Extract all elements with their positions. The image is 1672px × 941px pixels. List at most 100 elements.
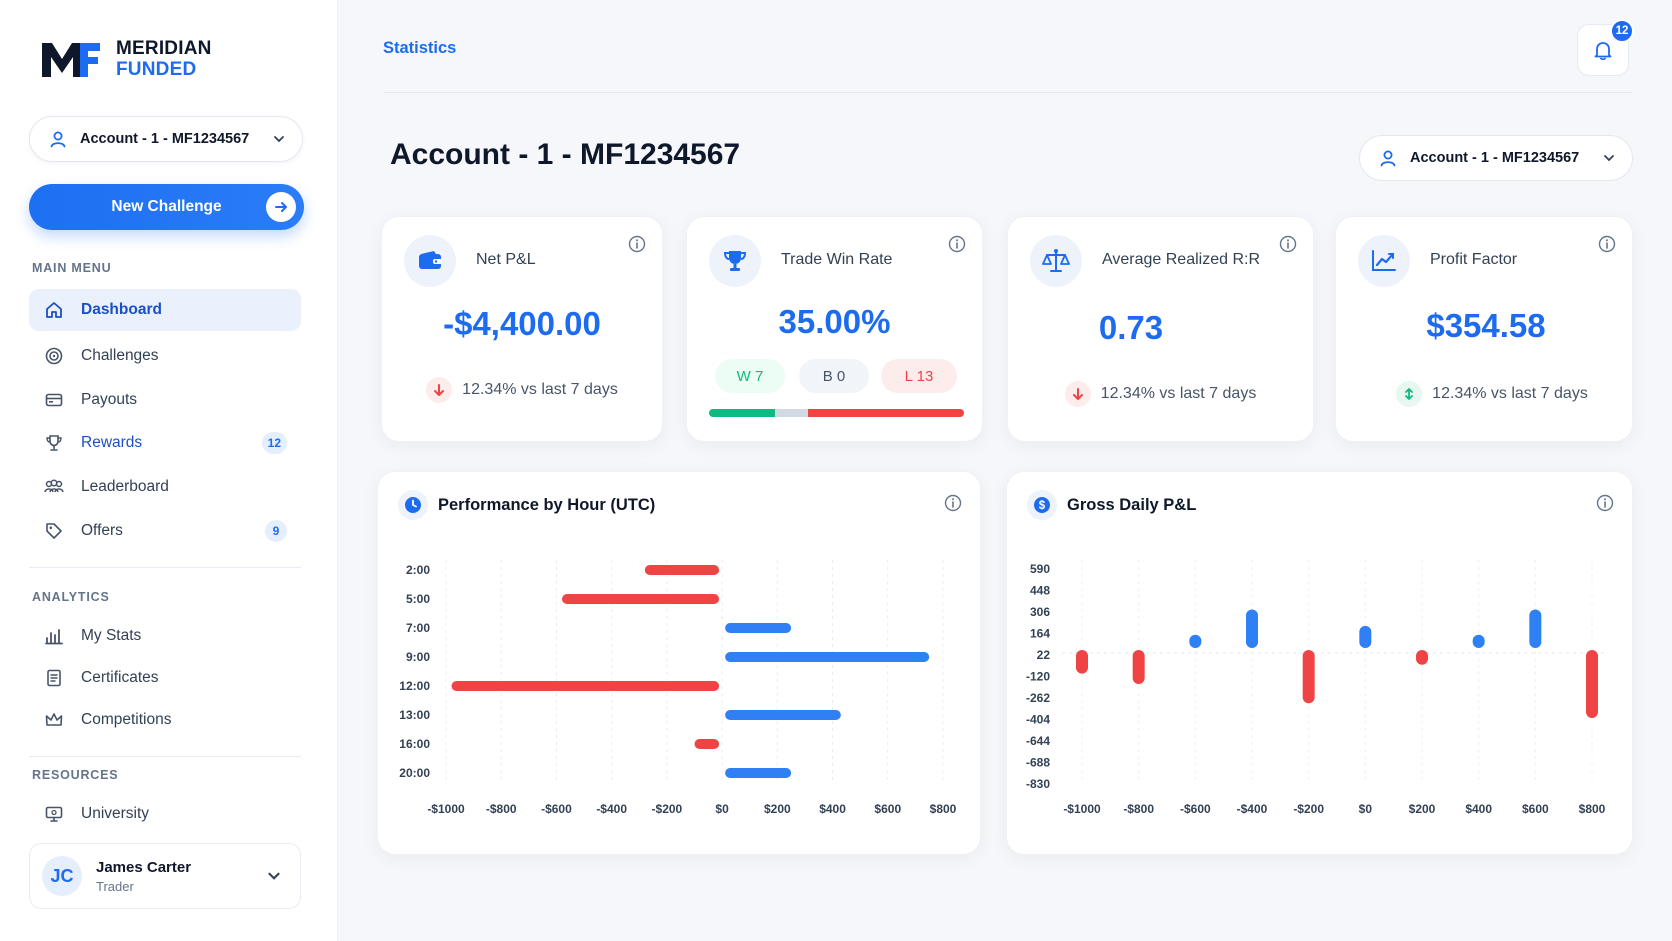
sidebar-item-competitions[interactable]: Competitions [29,699,301,741]
panel-gross-daily-pnl: $ Gross Daily P&L 590 448 306 164 22 -120 -262… [1006,471,1633,855]
daily-bar [1246,609,1258,648]
info-icon[interactable] [1598,235,1616,253]
account-selector-main[interactable]: Account - 1 - MF1234567 [1359,135,1633,181]
document-icon [43,667,65,689]
sidebar-item-label: Certificates [81,669,159,686]
wallet-icon [404,235,456,287]
rewards-count-badge: 12 [261,432,287,454]
x-tick-label: $0 [1359,802,1373,816]
x-tick-label: -$800 [1123,802,1154,816]
tag-icon [43,520,65,542]
win-segment [709,409,776,417]
info-icon[interactable] [1596,494,1614,512]
panel-performance-by-hour: Performance by Hour (UTC) -$1000 -$800 -$6… [377,471,981,855]
page-title: Account - 1 - MF1234567 [390,138,741,171]
daily-bar [1132,650,1145,685]
brand-logo[interactable]: MERIDIAN FUNDED [40,38,212,80]
y-category-label: 2:00 [406,563,430,577]
chevron-down-icon [268,872,280,880]
daily-bar [1302,650,1315,704]
clock-icon [398,490,428,520]
y-category-label: 13:00 [399,708,430,722]
loss-segment [808,409,964,417]
y-category-label: 9:00 [406,650,430,664]
sidebar-item-label: My Stats [81,627,142,644]
kpi-delta: 12.34% vs last 7 days [1008,381,1313,407]
kpi-card-net-pnl: Net P&L -$4,400.00 12.34% vs last 7 days [381,216,663,442]
users-icon [43,476,65,498]
y-tick-label: -120 [1026,670,1050,684]
sidebar-item-challenges[interactable]: Challenges [29,335,301,377]
offers-count-badge: 9 [265,520,287,542]
bar-chart-icon [43,625,65,647]
sidebar-divider [29,756,301,757]
new-challenge-button[interactable]: New Challenge [29,184,304,230]
sidebar-item-university[interactable]: University [29,793,301,835]
info-icon[interactable] [948,235,966,253]
breakeven-pill: B 0 [799,359,869,393]
trend-chart-icon [1358,235,1410,287]
kpi-delta-text: 12.34% vs last 7 days [462,381,618,398]
kpi-value: 35.00% [778,303,891,340]
sidebar-item-rewards[interactable]: Rewards 12 [29,422,301,464]
x-tick-label: $800 [1579,802,1606,816]
y-tick-label: -688 [1026,756,1050,770]
x-tick-label: -$1000 [1063,802,1101,816]
kpi-title: Profit Factor [1430,251,1518,268]
x-tick-label: -$200 [1293,802,1324,816]
trophy-icon [709,235,761,287]
sidebar-item-label: Dashboard [81,301,162,318]
y-tick-label: -830 [1026,777,1050,791]
y-category-label: 12:00 [399,679,430,693]
sidebar-item-certificates[interactable]: Certificates [29,657,301,699]
sidebar-item-offers[interactable]: Offers 9 [29,510,301,552]
arrow-down-icon [426,377,453,403]
x-tick-label: $400 [819,802,846,816]
bell-icon [1594,42,1612,61]
daily-bar [1076,650,1088,674]
info-icon[interactable] [628,235,646,253]
kpi-value: $354.58 [1426,307,1546,344]
chevron-down-icon [1604,155,1614,162]
user-name: James Carter [96,858,192,876]
y-tick-label: 448 [1030,584,1050,598]
scale-icon [1030,235,1082,287]
meridian-logo-icon [42,43,100,77]
chart-title: Performance by Hour (UTC) [438,496,656,514]
x-tick-label: -$400 [596,802,627,816]
kpi-delta-text: 12.34% vs last 7 days [1100,385,1257,402]
y-tick-label: 306 [1030,605,1050,619]
hour-bar [725,710,841,720]
sidebar-item-payouts[interactable]: Payouts [29,379,301,421]
chevron-down-icon [274,136,284,143]
target-icon [43,345,65,367]
home-icon [43,299,65,321]
wallet-icon [43,389,65,411]
x-tick-label: -$400 [1237,802,1268,816]
sidebar-item-my-stats[interactable]: My Stats [29,615,301,657]
kpi-delta-text: 12.34% vs last 7 days [1432,385,1588,402]
account-selector[interactable]: Account - 1 - MF1234567 [29,116,303,162]
info-icon[interactable] [1279,235,1297,253]
x-tick-label: -$800 [486,802,517,816]
notifications-button[interactable]: 12 [1577,19,1634,76]
daily-bar [1472,634,1485,648]
kpi-card-win-rate: Trade Win Rate 35.00% W 7 B 0 L 13 [686,216,983,442]
x-tick-label: $600 [1522,802,1549,816]
breadcrumb[interactable]: Statistics [383,39,457,57]
info-icon[interactable] [944,494,962,512]
user-profile-card[interactable]: JC James Carter Trader [29,843,301,909]
y-category-label: 7:00 [406,621,430,635]
kpi-delta: 12.34% vs last 7 days [382,377,662,403]
brand-line-1: MERIDIAN [116,38,212,59]
arrow-down-icon [1064,381,1091,407]
notification-count-badge: 12 [1610,19,1634,43]
x-tick-label: -$1000 [427,802,465,816]
x-tick-label: -$600 [541,802,572,816]
x-tick-label: -$600 [1180,802,1211,816]
hour-bar [725,623,792,633]
sidebar-item-label: University [81,805,150,822]
sidebar-item-leaderboard[interactable]: Leaderboard [29,466,301,508]
sidebar-item-dashboard[interactable]: Dashboard [29,289,301,331]
sidebar-item-label: Challenges [81,347,159,364]
